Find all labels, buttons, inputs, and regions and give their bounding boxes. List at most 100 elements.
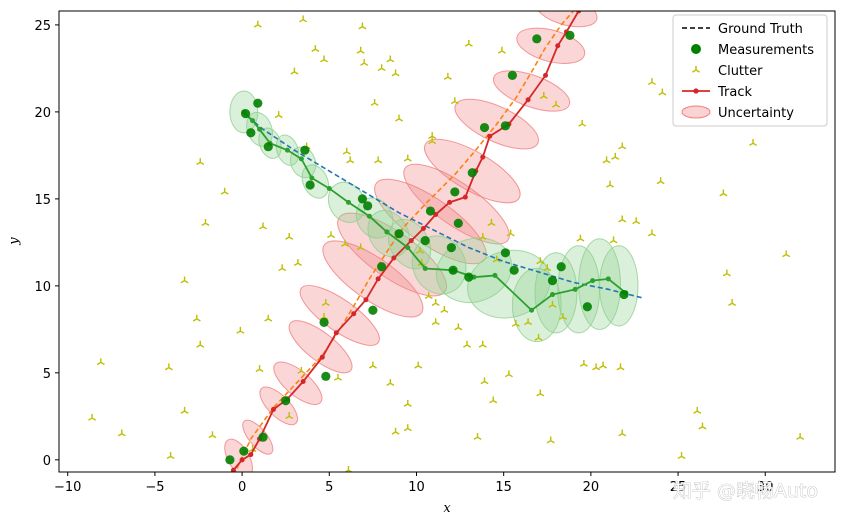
clutter-marker xyxy=(321,299,330,306)
watermark-text: 知乎 @晓畅Auto xyxy=(673,480,818,502)
clutter-marker xyxy=(492,255,501,263)
clutter-marker xyxy=(358,22,367,30)
clutter-marker xyxy=(192,314,201,322)
clutter-marker xyxy=(395,114,404,122)
x-tick-label: 10 xyxy=(408,480,425,495)
ground-truth-line xyxy=(241,111,644,299)
clutter-marker xyxy=(558,312,567,320)
clutter-marker xyxy=(616,363,625,371)
clutter-marker xyxy=(180,276,189,284)
measurement-point xyxy=(464,272,474,282)
clutter-marker xyxy=(327,231,336,239)
track-point xyxy=(309,175,315,181)
clutter-marker xyxy=(443,72,452,80)
clutter-marker xyxy=(259,222,268,230)
clutter-marker xyxy=(344,466,353,472)
clutter-marker xyxy=(719,189,728,197)
track-point xyxy=(487,133,493,139)
track-point xyxy=(326,185,332,191)
track-point xyxy=(300,379,306,385)
clutter-marker xyxy=(368,361,377,369)
clutter-marker xyxy=(424,292,433,300)
clutter-marker xyxy=(299,15,308,23)
clutter-marker xyxy=(698,422,707,430)
measurement-point xyxy=(319,317,329,327)
clutter-marker xyxy=(592,363,601,371)
measurement-point xyxy=(500,121,511,131)
measurement-point xyxy=(281,396,291,406)
track-point xyxy=(590,278,596,284)
uncertainty-ellipse xyxy=(299,285,380,346)
x-axis-label: x xyxy=(443,501,451,516)
clutter-marker xyxy=(290,67,299,75)
clutter-marker xyxy=(311,45,320,52)
clutter-marker xyxy=(450,97,459,105)
clutter-marker xyxy=(374,156,383,164)
legend-swatch-clutter xyxy=(691,65,701,73)
track-point xyxy=(284,147,290,153)
clutter-marker xyxy=(346,156,355,164)
clutter-marker xyxy=(609,236,618,244)
clutter-marker xyxy=(632,217,641,225)
clutter-marker xyxy=(658,88,667,96)
clutter-marker xyxy=(428,132,437,139)
measurement-point xyxy=(479,122,490,133)
clutter-marker xyxy=(543,264,552,272)
track-point xyxy=(462,194,468,200)
track-point xyxy=(572,286,578,292)
clutter-marker xyxy=(285,232,294,240)
clutter-marker xyxy=(606,180,615,188)
clutter-marker xyxy=(431,299,440,306)
measurement-point xyxy=(363,201,373,211)
x-tick-label: −5 xyxy=(145,480,164,495)
clutter-marker xyxy=(96,358,105,366)
measurement-point xyxy=(425,206,436,216)
measurement-point xyxy=(450,187,460,197)
track-point xyxy=(543,72,549,78)
track-point xyxy=(270,406,276,412)
x-tick-label: 0 xyxy=(238,480,246,495)
track-point xyxy=(480,154,486,160)
clutter-marker xyxy=(220,187,229,195)
track-point xyxy=(529,307,535,313)
y-tick-label: 20 xyxy=(34,106,51,121)
clutter-marker xyxy=(340,239,349,247)
clutter-marker xyxy=(88,413,97,421)
measurement-point xyxy=(225,455,235,465)
measurement-point xyxy=(556,262,566,272)
uncertainty-ellipse xyxy=(534,252,578,334)
x-tick-label: 15 xyxy=(495,480,512,495)
clutter-marker xyxy=(524,318,533,326)
track-point xyxy=(248,452,254,458)
clutter-marker xyxy=(356,243,365,251)
clutter-marker xyxy=(578,119,587,127)
x-tick-label: 30 xyxy=(757,480,774,495)
track-point xyxy=(576,11,582,14)
clutter-marker xyxy=(117,429,126,437)
clutter-marker xyxy=(360,58,369,66)
x-tick-label: −10 xyxy=(54,480,81,495)
clutter-marker xyxy=(391,69,400,77)
clutter-marker xyxy=(722,269,731,277)
uncertainty-ellipse xyxy=(322,240,424,318)
track-line xyxy=(243,111,627,312)
track-point xyxy=(351,311,357,317)
legend-box xyxy=(672,14,828,127)
clutter-marker xyxy=(164,363,173,371)
clutter-marker xyxy=(293,259,302,266)
x-tick-label: 25 xyxy=(670,480,687,495)
clutter-marker xyxy=(386,379,395,386)
track-point xyxy=(422,265,428,271)
clutter-marker xyxy=(166,452,175,460)
clutter-marker xyxy=(264,314,273,322)
clutter-marker xyxy=(539,92,548,99)
clutter-marker xyxy=(487,219,496,226)
track-point xyxy=(257,126,263,132)
clutter-marker xyxy=(511,319,520,327)
track-point xyxy=(405,245,411,251)
clutter-marker xyxy=(196,340,205,348)
clutter-marker xyxy=(546,436,555,444)
x-tick-label: 5 xyxy=(325,480,333,495)
legend: Ground Truth Measurements Clutter Track … xyxy=(672,14,828,127)
